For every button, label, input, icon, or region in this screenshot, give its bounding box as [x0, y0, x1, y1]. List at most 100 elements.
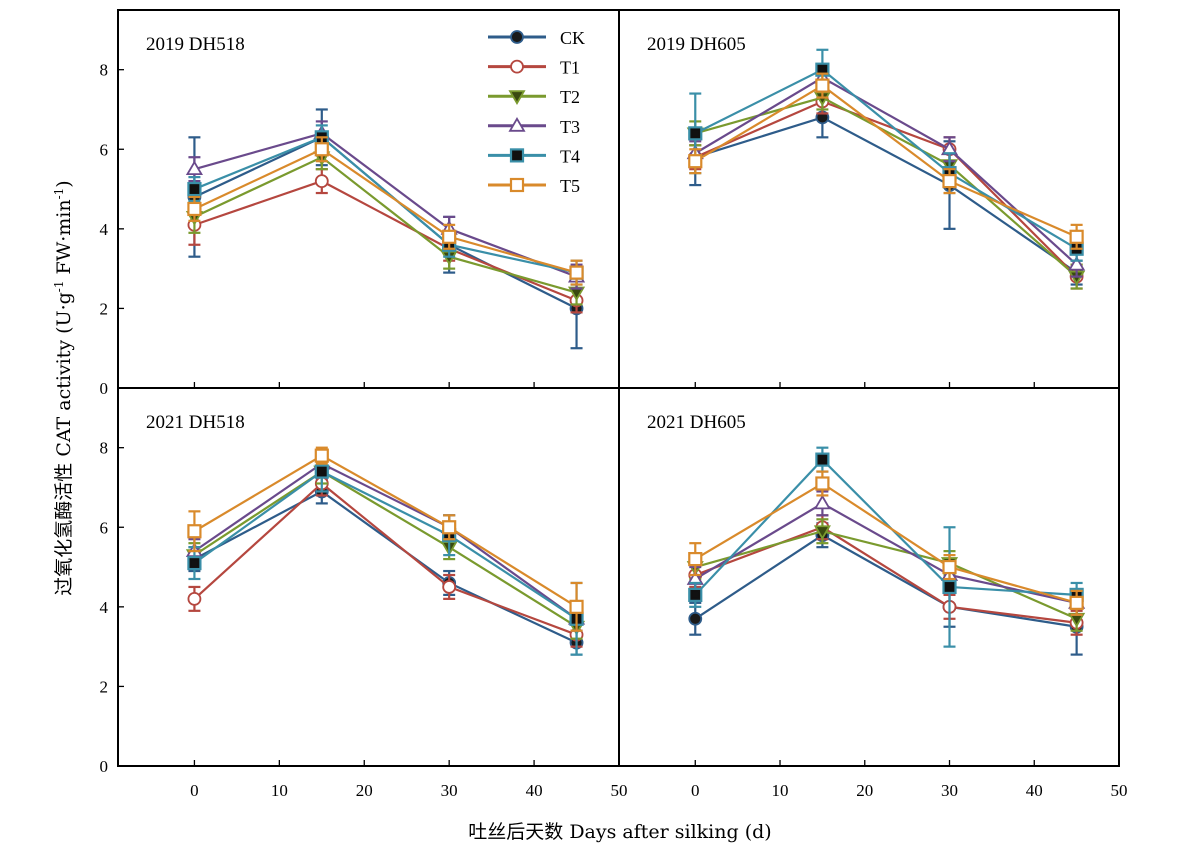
series-line — [694, 502, 1077, 604]
legend-marker — [508, 117, 526, 132]
x-tick-label: 0 — [190, 781, 199, 800]
y-axis-title-sup1: -1 — [52, 281, 66, 293]
y-tick-label: 8 — [100, 439, 109, 458]
legend-label: CK — [560, 28, 585, 48]
data-point-core — [191, 186, 198, 193]
data-point — [314, 448, 329, 463]
legend-marker — [510, 59, 524, 74]
series-line — [193, 482, 577, 636]
x-tick-label: 10 — [271, 781, 288, 800]
series-CK — [187, 478, 584, 656]
data-point — [688, 154, 703, 169]
series-T5 — [187, 446, 584, 632]
panel-1 — [686, 48, 1086, 290]
data-point — [314, 142, 329, 157]
y-tick-label: 6 — [100, 518, 109, 537]
data-point — [187, 524, 202, 539]
legend-label: T1 — [560, 58, 580, 78]
y-axis-title-middle: FW·min — [53, 199, 75, 280]
series-line — [193, 136, 578, 310]
data-point-core — [692, 591, 699, 598]
series-line — [193, 470, 578, 628]
data-point-core — [692, 130, 699, 137]
legend-item-T1: T1 — [488, 58, 580, 78]
y-tick-label: 2 — [100, 299, 109, 318]
data-point — [815, 476, 830, 491]
panel-title: 2019 DH518 — [146, 34, 245, 55]
series-T1 — [187, 470, 584, 648]
series-CK — [187, 108, 584, 350]
data-point — [813, 525, 831, 541]
y-tick-label: 2 — [100, 677, 109, 696]
legend-marker-core — [514, 152, 520, 159]
legend: CK T1 T2 T3 T4 T5 — [488, 28, 585, 196]
series-line — [193, 454, 578, 608]
series-T2 — [686, 518, 1086, 632]
y-tick-label: 8 — [100, 61, 109, 80]
legend-label: T5 — [560, 176, 580, 196]
y-tick-label: 4 — [100, 598, 109, 617]
series-line — [193, 147, 577, 274]
series-T5 — [688, 72, 1084, 250]
data-point — [688, 611, 703, 626]
data-point-core — [819, 456, 826, 463]
series-line — [694, 100, 1078, 278]
series-line — [193, 470, 578, 620]
data-point — [688, 551, 703, 567]
data-point — [187, 591, 202, 606]
y-tick-label: 0 — [100, 379, 109, 398]
series-line — [694, 482, 1077, 604]
panel-2 — [185, 446, 586, 656]
data-point — [1069, 229, 1084, 244]
series-T3 — [185, 450, 586, 632]
data-point — [314, 174, 329, 188]
series-line — [694, 116, 1078, 274]
series-line — [194, 179, 577, 302]
x-tick-label: 50 — [611, 781, 628, 800]
data-layer — [185, 48, 1086, 656]
data-point — [942, 559, 957, 575]
y-tick-label: 6 — [100, 140, 109, 159]
x-tick-label: 0 — [691, 781, 700, 800]
series-T1 — [688, 514, 1084, 636]
series-line — [694, 76, 1078, 266]
legend-item-T5: T5 — [488, 176, 580, 196]
x-tick-label: 20 — [356, 781, 373, 800]
series-line — [193, 155, 577, 294]
legend-item-T4: T4 — [488, 146, 580, 166]
data-point-core — [191, 560, 198, 567]
panel-0 — [185, 108, 586, 350]
series-T3 — [686, 64, 1086, 278]
series-T4 — [688, 446, 1084, 648]
series-T2 — [686, 84, 1086, 290]
panel-title: 2021 DH518 — [146, 412, 245, 433]
x-tick-label: 30 — [941, 781, 958, 800]
data-point — [569, 599, 584, 614]
y-axis-title: 过氧化氢酶活性 CAT activity (U·g-1 FW·min-1) — [52, 180, 75, 595]
legend-label: T2 — [560, 87, 580, 107]
y-tick-label: 4 — [100, 220, 109, 239]
data-point — [442, 580, 457, 594]
legend-item-CK: CK — [488, 28, 585, 48]
series-T2 — [185, 458, 586, 640]
legend-item-T3: T3 — [488, 117, 580, 137]
data-point — [813, 494, 831, 510]
series-line — [194, 136, 577, 274]
x-tick-label: 40 — [526, 781, 543, 800]
data-point — [1069, 595, 1084, 610]
x-axis-title: 吐丝后天数 Days after silking (d) — [468, 821, 771, 843]
y-tick-label: 0 — [100, 757, 109, 776]
x-tick-label: 20 — [856, 781, 873, 800]
series-line — [194, 132, 577, 278]
y-axis-title-sup2: -1 — [52, 188, 66, 200]
data-point-core — [946, 583, 953, 590]
x-tick-label: 40 — [1026, 781, 1043, 800]
y-axis-title-suffix: ) — [53, 180, 75, 187]
data-point — [569, 265, 584, 280]
x-tick-label: 50 — [1111, 781, 1128, 800]
data-point — [815, 78, 830, 93]
tick-layer: 0 2 4 6 8 0 2 4 6 8 0 10 20 30 40 50 0 10 20 30 40 50 — [100, 61, 1128, 800]
data-point — [1068, 255, 1086, 271]
series-line — [694, 68, 1078, 250]
